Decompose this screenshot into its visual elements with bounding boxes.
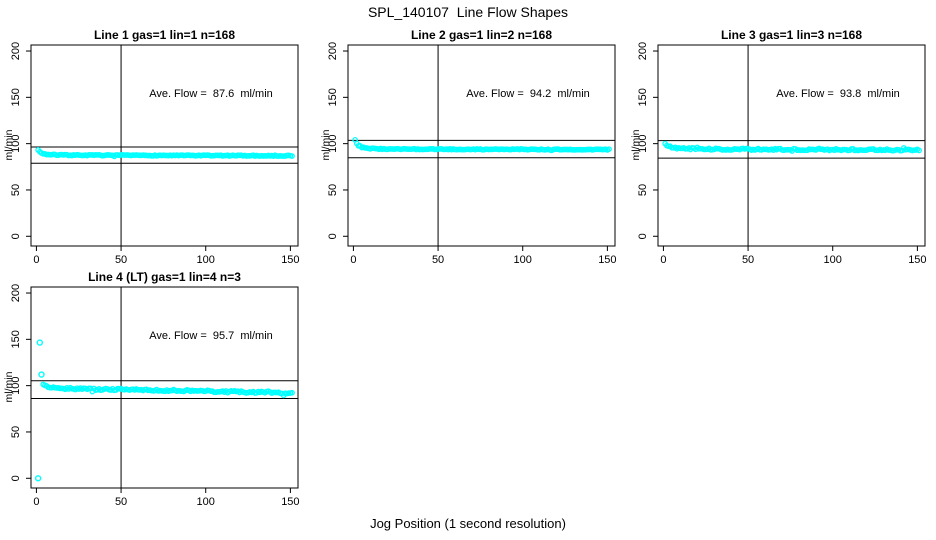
svg-text:100: 100: [10, 376, 22, 394]
shared-x-axis-label: Jog Position (1 second resolution): [370, 516, 566, 531]
panel-2-data-points: [352, 136, 612, 154]
svg-text:100: 100: [197, 496, 215, 508]
panel-4-title: Line 4 (LT) gas=1 lin=4 n=3: [88, 270, 241, 284]
panel-1-title: Line 1 gas=1 lin=1 n=168: [93, 28, 236, 42]
panel-4-y-axis-label: ml/min: [3, 371, 15, 403]
panel-4-data-points: [34, 339, 295, 482]
svg-text:200: 200: [637, 42, 649, 60]
panel-1-y-axis-label: ml/min: [3, 129, 15, 161]
svg-text:200: 200: [327, 42, 339, 60]
svg-text:150: 150: [598, 254, 616, 266]
panel-4-ave-flow-annotation: Ave. Flow = 95.7 ml/min: [149, 330, 273, 342]
panel-1-data-points: [35, 146, 295, 160]
svg-text:200: 200: [10, 42, 22, 60]
svg-text:50: 50: [10, 426, 22, 438]
svg-text:150: 150: [281, 254, 299, 266]
svg-text:50: 50: [10, 184, 22, 196]
panel-2-title: Line 2 gas=1 lin=2 n=168: [410, 28, 553, 42]
svg-text:100: 100: [824, 254, 842, 266]
panel-2-plot: 0 50 100 150 0 50 100 150 200: [327, 42, 617, 266]
svg-text:50: 50: [742, 254, 754, 266]
svg-text:50: 50: [115, 496, 127, 508]
svg-text:50: 50: [432, 254, 444, 266]
panel-3-ave-flow-annotation: Ave. Flow = 93.8 ml/min: [776, 88, 900, 100]
svg-text:150: 150: [908, 254, 926, 266]
svg-text:0: 0: [33, 254, 39, 266]
panel-4-plot: 0 50 100 150 0 50 100 150 200: [10, 284, 300, 508]
panel-3-plot: 0 50 100 150 0 50 100 150 200: [637, 42, 927, 266]
svg-text:50: 50: [327, 184, 339, 196]
svg-text:200: 200: [10, 284, 22, 302]
svg-text:150: 150: [281, 496, 299, 508]
svg-text:0: 0: [327, 233, 339, 239]
panel-3-title: Line 3 gas=1 lin=3 n=168: [720, 28, 863, 42]
svg-text:0: 0: [350, 254, 356, 266]
svg-text:0: 0: [10, 233, 22, 239]
svg-text:150: 150: [327, 88, 339, 106]
svg-text:150: 150: [10, 88, 22, 106]
svg-text:0: 0: [637, 233, 649, 239]
panel-1-ave-flow-annotation: Ave. Flow = 87.6 ml/min: [149, 88, 273, 100]
svg-text:100: 100: [197, 254, 215, 266]
page-title: SPL_140107 Line Flow Shapes: [367, 4, 569, 20]
panel-2-y-axis-label: ml/min: [320, 129, 332, 161]
svg-text:0: 0: [660, 254, 666, 266]
svg-text:150: 150: [10, 330, 22, 348]
panel-3-data-points: [662, 140, 922, 154]
svg-text:50: 50: [115, 254, 127, 266]
svg-text:100: 100: [514, 254, 532, 266]
svg-text:100: 100: [10, 134, 22, 152]
svg-text:0: 0: [10, 475, 22, 481]
panel-1-plot: 0 50 100 150 0 50 100 150 200: [10, 42, 300, 266]
panel-3-y-axis-label: ml/min: [630, 129, 642, 161]
panel-2-ave-flow-annotation: Ave. Flow = 94.2 ml/min: [466, 88, 590, 100]
svg-text:0: 0: [33, 496, 39, 508]
svg-text:50: 50: [637, 184, 649, 196]
svg-text:100: 100: [637, 134, 649, 152]
svg-text:100: 100: [327, 134, 339, 152]
svg-text:150: 150: [637, 88, 649, 106]
